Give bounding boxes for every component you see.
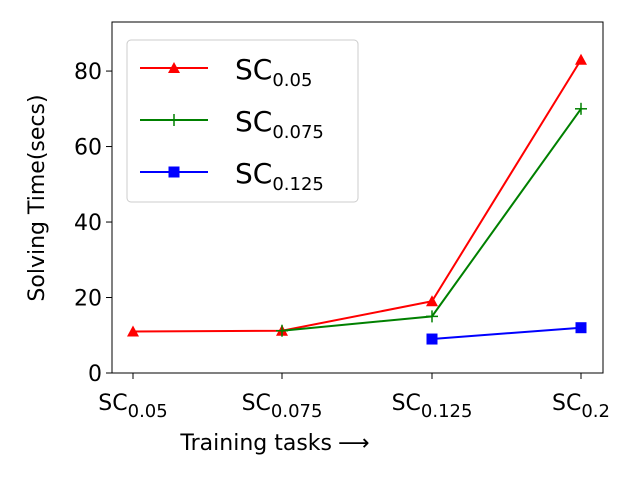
legend-label-base: SC bbox=[235, 157, 272, 190]
y-axis-label: Solving Time(secs) bbox=[25, 94, 50, 301]
legend-marker bbox=[168, 62, 180, 73]
legend-marker bbox=[168, 166, 180, 178]
legend-label-subscript: 0.125 bbox=[272, 174, 324, 195]
x-axis: SC0.05 SC0.075 SC0.125 SC0.2 bbox=[98, 373, 610, 422]
data-point bbox=[575, 102, 587, 115]
x-tick-label-subscript: 0.05 bbox=[128, 401, 168, 422]
data-point bbox=[426, 295, 438, 307]
data-point bbox=[575, 53, 587, 65]
data-point bbox=[127, 325, 139, 337]
legend-label-subscript: 0.05 bbox=[272, 70, 312, 91]
series-1 bbox=[276, 102, 587, 337]
data-point bbox=[575, 322, 587, 334]
y-axis: 0 20 40 60 80 bbox=[74, 60, 112, 387]
legend-item: SC0.125 bbox=[140, 157, 324, 195]
x-tick-label-base: SC bbox=[552, 391, 581, 416]
legend-label: SC0.125 bbox=[235, 157, 324, 195]
y-tick-label: 80 bbox=[74, 60, 102, 85]
y-tick-label: 0 bbox=[88, 362, 102, 387]
legend-item: SC0.075 bbox=[140, 105, 324, 143]
x-tick-label-subscript: 0.075 bbox=[271, 401, 323, 422]
data-point bbox=[426, 310, 438, 323]
legend-label: SC0.075 bbox=[235, 105, 324, 143]
x-axis-arrow: ⟶ bbox=[338, 431, 370, 456]
y-tick-label: 60 bbox=[74, 136, 102, 161]
series-line bbox=[132, 59, 582, 333]
legend-label-base: SC bbox=[235, 53, 272, 86]
x-tick-label: SC0.05 bbox=[98, 391, 167, 422]
legend-box bbox=[126, 39, 359, 203]
x-tick-label-base: SC bbox=[98, 391, 127, 416]
y-tick-label: 40 bbox=[74, 211, 102, 236]
legend-label-subscript: 0.075 bbox=[272, 122, 324, 143]
x-tick-label-base: SC bbox=[392, 391, 421, 416]
x-tick-label-subscript: 0.2 bbox=[581, 401, 610, 422]
series-line bbox=[431, 326, 582, 341]
x-tick-label: SC0.125 bbox=[392, 391, 473, 422]
x-tick-label-subscript: 0.125 bbox=[421, 401, 473, 422]
legend-label: SC0.05 bbox=[235, 53, 312, 91]
series-layer bbox=[127, 53, 587, 345]
data-point bbox=[276, 324, 288, 337]
x-axis-label: Training tasks bbox=[179, 431, 332, 456]
x-tick-label: SC0.075 bbox=[242, 391, 323, 422]
data-point bbox=[426, 333, 438, 345]
x-tick-label-base: SC bbox=[242, 391, 271, 416]
x-tick-label: SC0.2 bbox=[552, 391, 610, 422]
legend-label-base: SC bbox=[235, 105, 272, 138]
y-tick-label: 20 bbox=[74, 287, 102, 312]
series-2 bbox=[426, 322, 587, 345]
legend-marker bbox=[168, 114, 180, 126]
legend-item: SC0.05 bbox=[140, 53, 312, 91]
